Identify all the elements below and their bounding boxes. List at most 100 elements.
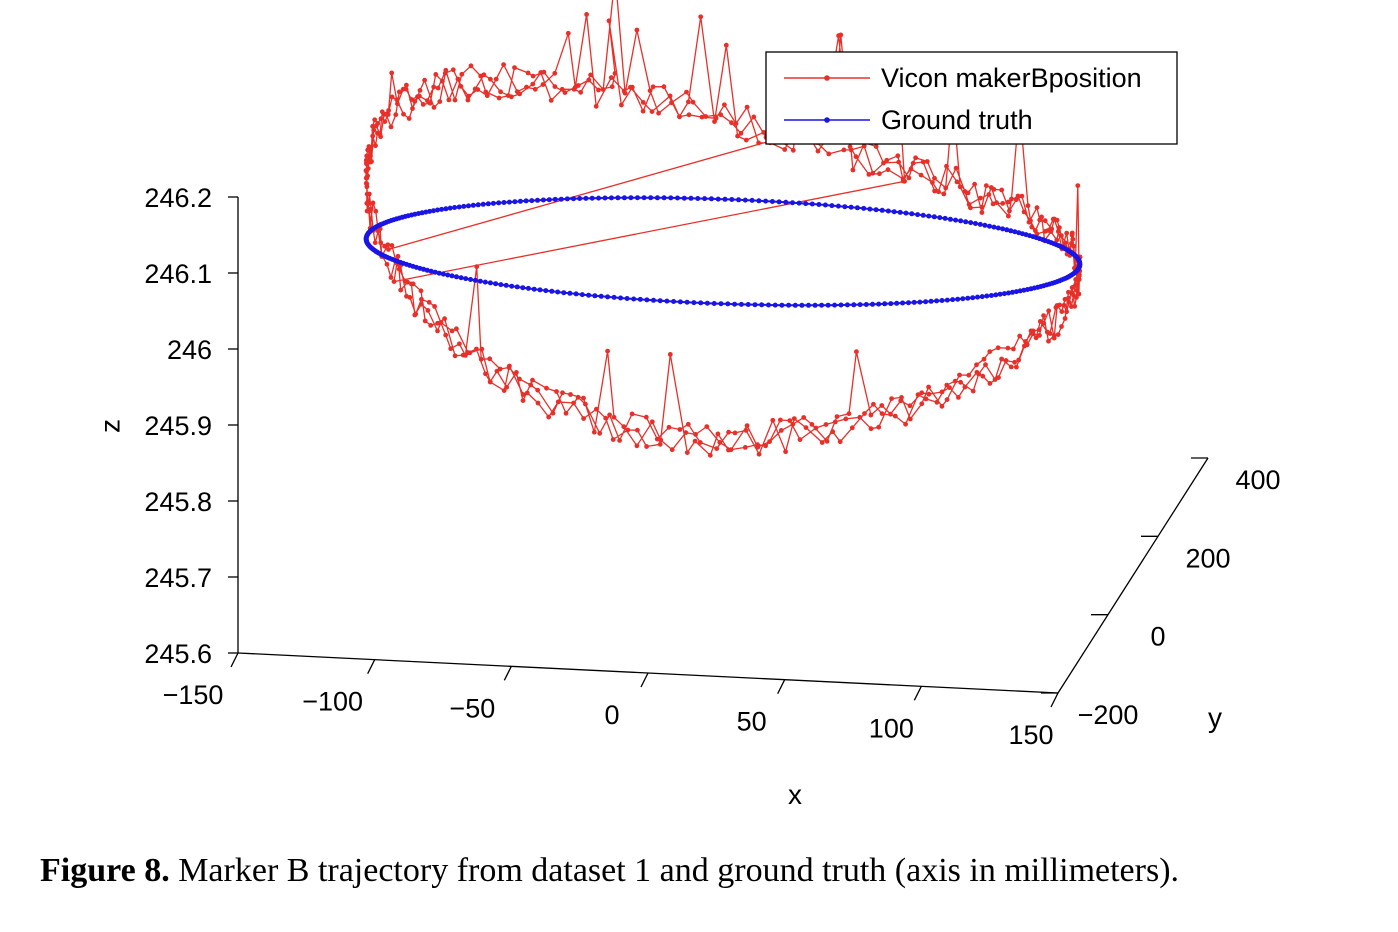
vicon-point: [375, 130, 380, 136]
vicon-point: [478, 356, 484, 362]
vicon-point: [437, 99, 443, 104]
vicon-point: [1011, 346, 1016, 352]
ground-truth-point: [819, 302, 825, 308]
vicon-point: [879, 403, 885, 408]
y-axis: [1057, 457, 1209, 694]
vicon-point: [809, 422, 815, 427]
vicon-point: [841, 147, 847, 153]
vicon-point: [586, 77, 592, 83]
vicon-point: [908, 166, 914, 172]
vicon-point: [756, 451, 762, 457]
vicon-point: [787, 418, 793, 423]
vicon-point: [698, 14, 704, 20]
vicon-point: [443, 332, 449, 338]
vicon-point: [778, 417, 783, 423]
vicon-point: [870, 170, 876, 176]
vicon-point: [528, 382, 534, 388]
vicon-point: [1064, 309, 1069, 315]
vicon-point: [366, 208, 372, 214]
ground-truth-point: [876, 301, 882, 307]
vicon-point: [1017, 333, 1023, 339]
vicon-point: [991, 187, 997, 192]
ground-truth-point: [470, 202, 476, 208]
vicon-point: [1036, 327, 1042, 333]
ground-truth-point: [443, 206, 449, 212]
ground-truth-point: [531, 286, 537, 292]
vicon-point: [1062, 316, 1068, 321]
vicon-point: [1070, 236, 1076, 242]
vicon-point: [1042, 218, 1048, 224]
vicon-point: [530, 81, 536, 87]
ground-truth-point: [454, 274, 459, 280]
ground-truth-point: [953, 217, 959, 223]
ground-truth-point: [937, 215, 943, 221]
ground-truth-point: [525, 285, 531, 291]
vicon-point: [980, 373, 986, 379]
caption-label: Figure 8.: [40, 852, 170, 889]
vicon-point: [994, 200, 999, 206]
ground-truth-point: [960, 296, 966, 302]
vicon-point: [381, 112, 387, 117]
legend: Vicon makerBposition Ground truth: [765, 51, 1178, 145]
vicon-point: [479, 346, 485, 352]
vicon-point: [419, 301, 424, 307]
ground-truth-point: [543, 288, 549, 294]
ground-truth-point: [549, 288, 555, 294]
ground-truth-point: [423, 209, 429, 215]
vicon-point: [1066, 295, 1071, 301]
z-tick-label: 245.9: [144, 411, 212, 441]
vicon-point: [405, 279, 410, 285]
vicon-point: [657, 441, 663, 447]
vicon-point: [634, 443, 640, 449]
ground-truth-point: [509, 283, 515, 289]
vicon-point: [707, 452, 713, 458]
ground-truth-point: [498, 282, 504, 288]
vicon-point: [801, 415, 807, 420]
ground-truth-point: [708, 196, 714, 202]
ground-truth-point: [618, 295, 624, 301]
ground-truth-point: [520, 285, 526, 291]
ground-truth-point: [812, 302, 818, 308]
ground-truth-point: [888, 301, 894, 307]
ground-truth-point: [596, 195, 602, 201]
vicon-point: [371, 127, 377, 133]
vicon-point: [493, 76, 499, 82]
vicon-point: [1057, 302, 1062, 308]
vicon-point: [425, 308, 431, 313]
ground-truth-point: [702, 196, 708, 202]
vicon-point: [370, 123, 375, 129]
ground-truth-point: [749, 197, 755, 203]
vicon-point: [954, 179, 960, 185]
vicon-point: [501, 62, 506, 67]
ground-truth-point: [799, 302, 805, 308]
ground-truth-point: [695, 196, 701, 201]
vicon-point: [1051, 216, 1057, 222]
vicon-point: [932, 188, 937, 194]
vicon-point: [1005, 199, 1011, 205]
vicon-point: [692, 438, 698, 444]
ground-truth-point: [873, 207, 879, 213]
vicon-point: [686, 112, 692, 118]
vicon-point: [467, 350, 473, 356]
ground-truth-point: [463, 276, 469, 282]
vicon-point: [892, 413, 898, 419]
ground-truth-point: [675, 195, 680, 201]
ground-truth-point: [605, 294, 611, 300]
ground-truth-point: [944, 297, 950, 303]
ground-truth-point: [995, 225, 1001, 231]
vicon-point: [1041, 320, 1047, 326]
x-tick-label: −100: [302, 687, 363, 717]
vicon-point: [1012, 359, 1017, 365]
vicon-point: [378, 116, 384, 121]
vicon-point: [496, 95, 502, 101]
vicon-point: [487, 379, 493, 385]
ground-truth-point: [668, 195, 674, 201]
vicon-point: [418, 288, 424, 294]
ground-truth-point: [732, 301, 738, 307]
vicon-point: [953, 165, 959, 171]
vicon-point: [900, 178, 906, 184]
x-tick-label: −50: [449, 693, 495, 723]
vicon-point: [699, 114, 705, 120]
vicon-point: [368, 153, 373, 159]
